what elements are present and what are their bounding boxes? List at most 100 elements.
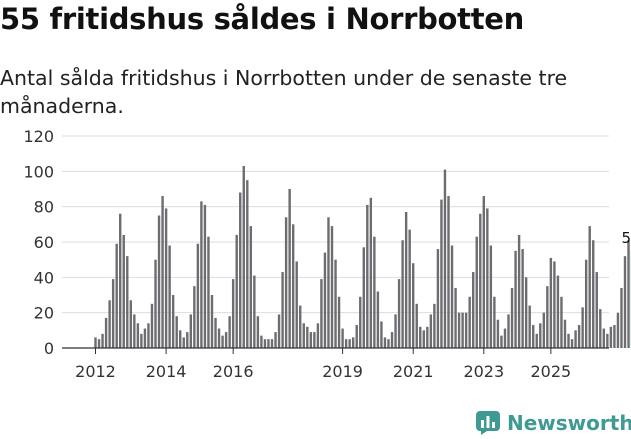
gridlines	[62, 135, 609, 314]
bar	[440, 199, 443, 348]
bar	[475, 236, 478, 348]
bar	[595, 272, 598, 348]
bar	[366, 204, 369, 348]
bar	[394, 314, 397, 348]
bar	[246, 180, 249, 348]
bar	[242, 166, 245, 348]
bar	[412, 263, 415, 348]
bar	[122, 234, 125, 348]
bar	[613, 325, 616, 348]
bar	[295, 261, 298, 348]
bar	[627, 240, 630, 348]
bar	[306, 326, 309, 348]
x-tick-label: 2014	[146, 362, 187, 381]
bar-chart: 0 20 40 60 80 100 120 55 2012 2014 2016 2019 2021 202…	[23, 127, 631, 381]
bar	[359, 296, 362, 348]
bar	[521, 249, 524, 348]
bar	[507, 314, 510, 348]
bar	[397, 279, 401, 348]
bar	[150, 303, 154, 348]
bar	[567, 333, 570, 348]
bar	[443, 169, 447, 348]
y-tick-label: 60	[34, 233, 54, 252]
bar	[472, 272, 475, 348]
bar	[168, 245, 171, 348]
bar	[577, 325, 581, 348]
bar	[193, 286, 196, 348]
bar	[362, 247, 365, 348]
bar	[108, 300, 111, 348]
bar	[592, 240, 595, 348]
bar	[532, 325, 535, 348]
bar	[454, 287, 457, 348]
bar	[291, 224, 295, 348]
bar	[253, 275, 256, 348]
bar	[429, 314, 433, 348]
bar	[228, 316, 231, 348]
bar	[422, 330, 425, 348]
bar	[129, 300, 132, 348]
bar	[496, 319, 500, 348]
bar	[200, 201, 203, 348]
data-label: 55	[622, 229, 631, 247]
bar	[147, 323, 150, 348]
newsworthy-brand[interactable]: Newsworthy	[476, 408, 631, 438]
bar	[563, 319, 567, 348]
bar	[599, 309, 602, 348]
bar	[299, 305, 302, 348]
bar	[623, 256, 627, 348]
bar	[447, 196, 450, 348]
bar	[164, 208, 168, 348]
bar	[140, 333, 143, 348]
bar	[267, 339, 270, 348]
bar	[224, 332, 228, 348]
x-tick-label: 2023	[463, 362, 504, 381]
bar	[320, 279, 323, 348]
bar	[588, 226, 591, 348]
bar	[380, 321, 383, 348]
bar	[620, 287, 623, 348]
bar	[235, 234, 238, 348]
bar	[514, 250, 517, 348]
bar	[482, 196, 485, 348]
bar	[189, 314, 193, 348]
bar	[341, 328, 344, 348]
bar	[330, 226, 334, 348]
bar	[231, 279, 235, 348]
bar	[408, 229, 411, 348]
bar	[316, 323, 320, 348]
bar	[351, 337, 355, 348]
bar	[344, 339, 348, 348]
bar	[154, 259, 157, 348]
bar	[510, 287, 514, 348]
bar	[503, 328, 507, 348]
bar	[239, 192, 242, 348]
bar	[602, 328, 606, 348]
newsworthy-logo-icon	[476, 411, 500, 435]
y-tick-label: 0	[44, 339, 54, 358]
bar	[560, 296, 563, 348]
bar	[217, 328, 221, 348]
bar	[415, 303, 418, 348]
bar	[387, 339, 390, 348]
bar	[182, 337, 185, 348]
bar	[355, 325, 358, 348]
bar	[549, 257, 553, 348]
bar	[263, 339, 267, 348]
bar	[309, 332, 313, 348]
bar	[274, 332, 277, 348]
bar	[323, 252, 327, 348]
bar	[616, 312, 620, 348]
bar	[609, 326, 613, 348]
x-tick-label: 2019	[322, 362, 363, 381]
y-tick-label: 80	[34, 198, 54, 217]
bar	[404, 211, 408, 348]
bar	[500, 335, 503, 348]
bar	[369, 197, 373, 348]
bar	[119, 213, 122, 348]
chart-subtitle: Antal sålda fritidshus i Norrbotten unde…	[0, 66, 568, 118]
bar	[249, 226, 253, 348]
bar	[210, 295, 214, 348]
bar	[468, 296, 471, 348]
bar	[94, 337, 97, 348]
